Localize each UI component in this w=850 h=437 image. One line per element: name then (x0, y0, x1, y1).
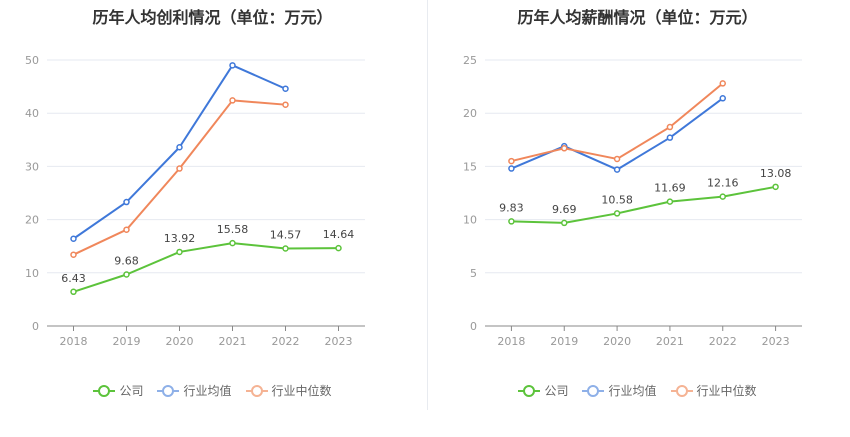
data-point[interactable] (613, 166, 621, 173)
data-point[interactable] (70, 288, 77, 296)
x-tick-label: 2020 (166, 335, 194, 348)
legend-label: 行业均值 (183, 384, 232, 398)
data-point[interactable] (123, 226, 130, 233)
data-label: 14.57 (270, 228, 302, 241)
legend-line-circle-icon (245, 384, 268, 398)
y-tick-label: 15 (463, 160, 477, 173)
chart-legend: 公司 行业均值 行业中位数 (425, 382, 850, 399)
profit-chart-plot: 0 10 20 30 40 50 2018 2019 2020 2021 2022 2023 6.43 9… (25, 54, 365, 348)
legend-label: 行业中位数 (271, 384, 332, 398)
series-line (73, 242, 339, 293)
x-tick-label: 2018 (497, 335, 525, 348)
data-point[interactable] (335, 244, 342, 252)
legend-item-industry-median[interactable]: 行业中位数 (670, 382, 757, 399)
x-tick-label: 2023 (325, 335, 353, 348)
data-point[interactable] (719, 95, 726, 102)
x-tick-label: 2020 (603, 335, 631, 348)
data-point[interactable] (229, 62, 236, 69)
legend-item-industry-average[interactable]: 行业均值 (157, 382, 232, 399)
legend-label: 公司 (119, 384, 144, 398)
x-tick-label: 2022 (709, 335, 737, 348)
data-point[interactable] (282, 101, 289, 108)
y-tick-label: 5 (470, 267, 477, 280)
data-point[interactable] (176, 143, 183, 151)
y-tick-label: 30 (25, 160, 39, 173)
legend-label: 行业中位数 (696, 384, 757, 398)
y-tick-label: 50 (25, 54, 39, 67)
legend-item-industry-average[interactable]: 行业均值 (582, 382, 657, 399)
data-label: 11.69 (654, 182, 686, 195)
data-point[interactable] (561, 145, 568, 152)
x-tick-label: 2019 (113, 335, 141, 348)
panel-divider (427, 0, 428, 410)
data-label: 9.68 (114, 255, 139, 268)
y-tick-label: 40 (25, 107, 39, 120)
data-point[interactable] (508, 218, 515, 225)
data-point[interactable] (666, 123, 674, 131)
data-label: 9.83 (499, 201, 524, 214)
data-point[interactable] (613, 210, 621, 217)
data-label: 15.58 (217, 223, 249, 236)
y-tick-label: 20 (463, 107, 477, 120)
legend-line-circle-icon (93, 384, 116, 398)
data-point[interactable] (561, 219, 568, 227)
legend-line-circle-icon (157, 384, 180, 398)
data-point[interactable] (613, 155, 621, 163)
data-point[interactable] (772, 183, 779, 191)
x-tick-label: 2019 (550, 335, 578, 348)
y-tick-label: 0 (470, 320, 477, 333)
data-point[interactable] (176, 248, 183, 256)
data-label: 9.69 (552, 203, 577, 216)
chart-title: 历年人均薪酬情况（单位：万元） (517, 8, 758, 27)
salary-chart-plot: 0 5 10 15 20 25 2018 2019 2020 2021 2022 2023 9.83 9.… (463, 54, 802, 348)
salary-chart-panel: 历年人均薪酬情况（单位：万元） 0 5 10 15 20 25 2018 2019 2020 20… (425, 0, 850, 437)
legend-line-circle-icon (518, 384, 541, 398)
series-line (72, 64, 286, 240)
data-point[interactable] (666, 198, 674, 205)
data-point[interactable] (508, 165, 515, 172)
chart-legend: 公司 行业均值 行业中位数 (0, 382, 425, 399)
x-tick-label: 2021 (656, 335, 684, 348)
data-label: 6.43 (61, 272, 86, 285)
data-point[interactable] (282, 245, 289, 252)
x-tick-label: 2022 (272, 335, 300, 348)
legend-line-circle-icon (582, 384, 605, 398)
legend-item-company[interactable]: 公司 (93, 382, 143, 399)
data-label: 13.92 (164, 232, 196, 245)
data-point[interactable] (229, 97, 236, 104)
chart-title: 历年人均创利情况（单位：万元） (92, 8, 333, 27)
legend-line-circle-icon (670, 384, 693, 398)
data-label: 12.16 (707, 177, 739, 190)
data-label: 10.58 (601, 193, 633, 206)
data-point[interactable] (123, 198, 130, 206)
profit-chart-panel: 历年人均创利情况（单位：万元） 0 10 20 30 40 50 2018 2019 2020 2… (0, 8, 425, 399)
data-point[interactable] (229, 239, 236, 247)
data-point[interactable] (719, 193, 726, 200)
data-point[interactable] (719, 80, 726, 87)
data-point[interactable] (508, 157, 515, 165)
legend-item-company[interactable]: 公司 (518, 382, 568, 399)
y-tick-label: 10 (463, 214, 477, 227)
x-tick-label: 2018 (60, 335, 88, 348)
data-point[interactable] (666, 134, 674, 141)
data-point[interactable] (282, 85, 289, 92)
data-point[interactable] (70, 251, 77, 258)
data-label: 13.08 (760, 167, 792, 180)
legend-label: 公司 (544, 384, 569, 398)
data-point[interactable] (123, 271, 130, 278)
y-tick-label: 10 (25, 267, 39, 280)
y-tick-label: 20 (25, 214, 39, 227)
data-point[interactable] (176, 165, 183, 172)
series-line (511, 185, 776, 224)
y-tick-label: 25 (463, 54, 477, 67)
data-label: 14.64 (323, 228, 355, 241)
x-tick-label: 2021 (219, 335, 247, 348)
x-tick-label: 2023 (762, 335, 790, 348)
y-tick-label: 0 (32, 320, 39, 333)
legend-label: 行业均值 (608, 384, 657, 398)
data-point[interactable] (70, 235, 77, 243)
legend-item-industry-median[interactable]: 行业中位数 (245, 382, 332, 399)
